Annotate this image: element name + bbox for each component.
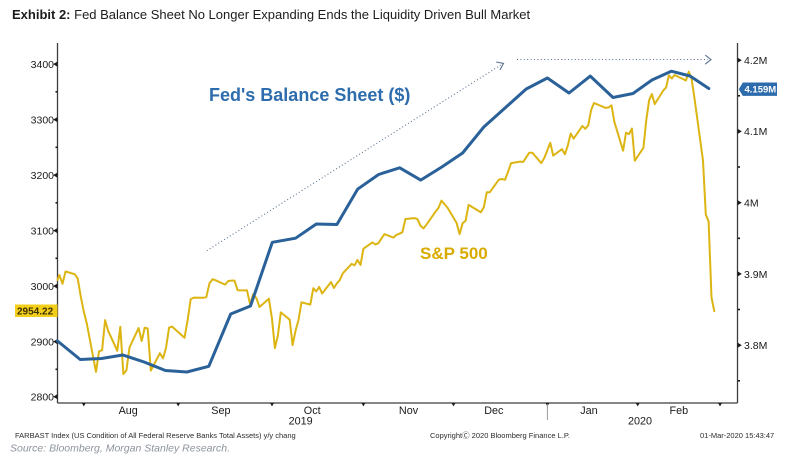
svg-text:Feb: Feb [669, 405, 688, 417]
svg-text:4.159M: 4.159M [745, 85, 777, 96]
svg-text:Dec: Dec [484, 405, 504, 417]
svg-text:2020: 2020 [628, 416, 652, 428]
svg-text:Source: Bloomberg, Morgan Stan: Source: Bloomberg, Morgan Stanley Resear… [10, 443, 230, 455]
svg-text:2800: 2800 [31, 392, 55, 404]
svg-text:3200: 3200 [31, 170, 55, 182]
svg-text:01-Mar-2020 15:43:47: 01-Mar-2020 15:43:47 [700, 431, 774, 440]
svg-text:2954.22: 2954.22 [17, 307, 54, 318]
svg-text:Exhibit 2: Fed Balance Sheet N: Exhibit 2: Fed Balance Sheet No Longer E… [12, 7, 531, 22]
svg-text:3.8M: 3.8M [744, 340, 767, 352]
svg-text:3000: 3000 [31, 281, 55, 293]
svg-text:Fed's Balance Sheet ($): Fed's Balance Sheet ($) [209, 85, 410, 105]
svg-text:4.1M: 4.1M [744, 126, 767, 138]
svg-text:3400: 3400 [31, 59, 55, 71]
svg-text:Aug: Aug [119, 405, 138, 417]
svg-text:3300: 3300 [31, 115, 55, 127]
svg-text:Jan: Jan [580, 405, 597, 417]
svg-text:4M: 4M [744, 198, 759, 210]
svg-text:Nov: Nov [399, 405, 419, 417]
svg-text:Oct: Oct [304, 405, 321, 417]
svg-text:FARBAST Index (US Condition of: FARBAST Index (US Condition of All Feder… [15, 431, 296, 440]
svg-text:Sep: Sep [211, 405, 230, 417]
svg-text:S&P 500: S&P 500 [420, 244, 488, 263]
svg-text:CopyrightⒸ 2020 Bloomberg Fina: CopyrightⒸ 2020 Bloomberg Finance L.P. [430, 431, 570, 440]
svg-text:3100: 3100 [31, 226, 55, 238]
svg-text:3.9M: 3.9M [744, 269, 767, 281]
svg-text:2900: 2900 [31, 336, 55, 348]
svg-text:4.2M: 4.2M [744, 55, 767, 67]
svg-text:2019: 2019 [289, 416, 313, 428]
